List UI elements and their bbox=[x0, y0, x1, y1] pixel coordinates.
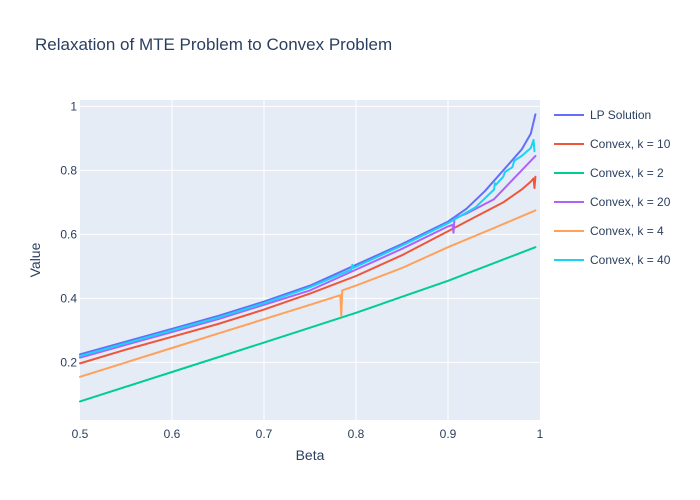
y-axis-ticks: 0.2 0.4 0.6 0.8 1 bbox=[60, 99, 77, 369]
legend-label: Convex, k = 4 bbox=[590, 224, 664, 238]
series-line-convex-k-10 bbox=[79, 175, 537, 365]
series-line-lp-solution bbox=[79, 113, 537, 356]
grid bbox=[80, 100, 540, 420]
legend-label: Convex, k = 20 bbox=[590, 195, 671, 209]
series-layer bbox=[79, 113, 537, 403]
legend-item-convex-k-10[interactable]: Convex, k = 10 bbox=[554, 137, 671, 151]
x-tick-label: 0.9 bbox=[440, 427, 457, 441]
legend-label: Convex, k = 40 bbox=[590, 253, 671, 267]
series-line-convex-k-20 bbox=[79, 155, 537, 359]
legend-item-convex-k-2[interactable]: Convex, k = 2 bbox=[554, 166, 664, 180]
x-axis-title: Beta bbox=[296, 447, 325, 463]
series-line-convex-k-40 bbox=[79, 139, 536, 357]
legend[interactable]: LP Solution Convex, k = 10 Convex, k = 2 Co… bbox=[554, 108, 671, 267]
x-tick-label: 0.8 bbox=[348, 427, 365, 441]
legend-item-convex-k-4[interactable]: Convex, k = 4 bbox=[554, 224, 664, 238]
legend-item-lp-solution[interactable]: LP Solution bbox=[554, 108, 651, 122]
series-line-convex-k-4 bbox=[79, 209, 537, 378]
y-tick-label: 0.8 bbox=[60, 163, 77, 177]
x-tick-label: 1 bbox=[537, 427, 544, 441]
legend-label: LP Solution bbox=[590, 108, 651, 122]
y-tick-label: 1 bbox=[70, 99, 77, 113]
y-axis-title: Value bbox=[27, 242, 43, 277]
legend-item-convex-k-40[interactable]: Convex, k = 40 bbox=[554, 253, 671, 267]
y-tick-label: 0.4 bbox=[60, 291, 77, 305]
legend-item-convex-k-20[interactable]: Convex, k = 20 bbox=[554, 195, 671, 209]
legend-label: Convex, k = 2 bbox=[590, 166, 664, 180]
y-tick-label: 0.2 bbox=[60, 355, 77, 369]
x-tick-label: 0.7 bbox=[256, 427, 273, 441]
series-line-convex-k-2 bbox=[79, 246, 537, 403]
y-tick-label: 0.6 bbox=[60, 227, 77, 241]
x-axis-ticks: 0.5 0.6 0.7 0.8 0.9 1 bbox=[72, 427, 544, 441]
plot-area bbox=[80, 100, 540, 420]
legend-label: Convex, k = 10 bbox=[590, 137, 671, 151]
x-tick-label: 0.5 bbox=[72, 427, 89, 441]
chart-title: Relaxation of MTE Problem to Convex Prob… bbox=[35, 35, 392, 54]
x-tick-label: 0.6 bbox=[164, 427, 181, 441]
